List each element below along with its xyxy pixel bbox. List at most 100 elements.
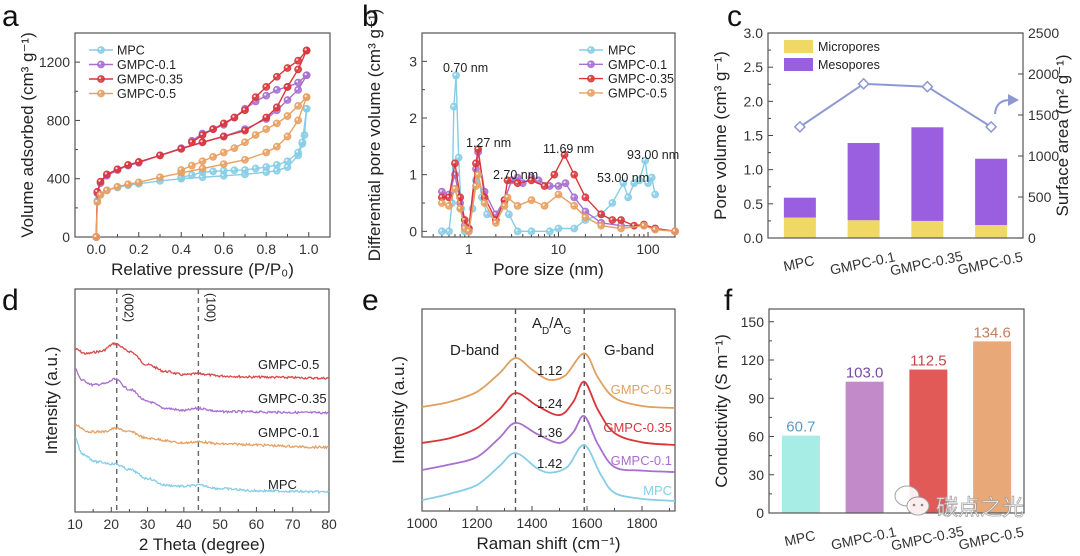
- data-point-highlight: [466, 229, 469, 232]
- data-point-highlight: [296, 150, 299, 153]
- ad-ag-ratio-value: 1.42: [537, 456, 562, 471]
- data-point-highlight: [542, 203, 545, 206]
- legend-item: GMPC-0.35: [89, 73, 183, 87]
- data-point-highlight: [643, 158, 646, 161]
- bar-micropores: [975, 225, 1008, 238]
- data-point-highlight: [136, 159, 139, 163]
- series-label: GMPC-0.35: [258, 391, 327, 406]
- data-point-highlight: [583, 215, 586, 218]
- peak-index-label: (100): [203, 293, 217, 322]
- data-point-highlight: [505, 195, 508, 198]
- y-tick-label: 60: [748, 429, 764, 445]
- y-tick-label: 2.0: [744, 93, 764, 109]
- y2-axis-title: Surface area (m² g⁻¹): [1053, 54, 1072, 216]
- series-label: MPC: [643, 483, 672, 498]
- data-point: [647, 173, 656, 182]
- y2-tick-label: 2000: [1028, 66, 1059, 82]
- data-point: [617, 216, 625, 224]
- desorption-point: [262, 125, 271, 134]
- data-point-highlight: [456, 155, 459, 158]
- data-point-highlight: [157, 175, 161, 178]
- adsorption-point: [283, 132, 292, 141]
- data-point-highlight: [451, 104, 454, 107]
- data-point-highlight: [189, 163, 192, 166]
- data-point-highlight: [285, 84, 288, 88]
- panel-d-xrd: d 10 20 30 40 50 60 70 80 2 Theta (degree) Intensi…: [2, 284, 337, 554]
- arrow-head-icon: [1008, 94, 1019, 106]
- data-point-highlight: [304, 106, 307, 109]
- x-tick-label: 1600: [571, 515, 602, 531]
- legend-label: GMPC-0.35: [117, 73, 183, 87]
- data-point-highlight: [493, 212, 496, 215]
- legend-item: GMPC-0.5: [579, 86, 667, 100]
- data-point-highlight: [285, 134, 288, 137]
- data-point: [513, 201, 522, 210]
- data-point-highlight: [637, 178, 640, 181]
- y-tick-label: 150: [741, 314, 765, 330]
- data-point: [570, 170, 579, 179]
- adsorption-point: [272, 103, 281, 112]
- data-point-highlight: [136, 180, 139, 183]
- adsorption-point: [300, 131, 309, 139]
- data-point-highlight: [588, 90, 592, 93]
- legend-marker: [587, 89, 595, 97]
- data-point: [540, 182, 549, 190]
- data-point-highlight: [572, 195, 575, 198]
- desorption-point: [230, 166, 239, 175]
- data-point-highlight: [221, 121, 224, 124]
- x-category-label: GMPC-0.1: [829, 248, 897, 277]
- y2-tick-label: 2500: [1028, 25, 1059, 41]
- data-point-highlight: [296, 87, 299, 90]
- data-point-highlight: [505, 178, 508, 181]
- data-point-highlight: [556, 183, 559, 187]
- x-tick-label: 0.2: [129, 241, 149, 257]
- plot-frame: [74, 288, 330, 513]
- panel-label: f: [724, 284, 733, 317]
- y-axis-title: Conductivity (S m⁻¹): [712, 334, 731, 488]
- data-point-highlight: [179, 167, 182, 171]
- data-point: [651, 225, 660, 234]
- data-point-highlight: [274, 121, 277, 124]
- bar-value-label: 103.0: [846, 365, 884, 382]
- y-tick-label: 90: [748, 390, 764, 406]
- x-category-label: GMPC-0.35: [890, 523, 966, 554]
- desorption-point: [187, 138, 196, 147]
- legend-item: MPC: [579, 44, 636, 58]
- data-point-highlight: [242, 108, 246, 111]
- desorption-point: [262, 163, 271, 171]
- adsorption-point: [262, 148, 271, 157]
- data-point-highlight: [221, 134, 224, 137]
- legend-label: MPC: [117, 44, 145, 58]
- y-tick-label: 30: [748, 467, 764, 483]
- legend-marker: [97, 89, 105, 98]
- y-tick-label: 800: [47, 112, 71, 128]
- data-point: [554, 190, 563, 199]
- desorption-point: [187, 171, 196, 179]
- data-point-highlight: [274, 168, 277, 171]
- x-category-label: GMPC-0.35: [889, 248, 965, 279]
- data-point-highlight: [285, 159, 288, 162]
- adsorption-point: [294, 116, 303, 125]
- data-point-highlight: [304, 48, 307, 51]
- d-band-label: D-band: [450, 342, 499, 359]
- desorption-point: [283, 64, 292, 72]
- desorption-point: [209, 125, 218, 134]
- y-tick-label: 1.0: [744, 162, 764, 178]
- watermark: 碳点之光: [894, 485, 1024, 521]
- series-gmpc-0.5: [92, 93, 311, 241]
- data-point: [513, 227, 522, 236]
- adsorption-point: [96, 190, 105, 199]
- data-point-highlight: [529, 229, 532, 232]
- data-point-highlight: [189, 172, 192, 176]
- data-point: [445, 227, 453, 236]
- surface-area-point: [985, 120, 998, 133]
- adsorption-point: [113, 182, 122, 191]
- data-point: [472, 182, 480, 190]
- data-point-highlight: [588, 47, 592, 51]
- y-tick-label: 3: [409, 53, 417, 69]
- data-point-highlight: [439, 189, 442, 192]
- data-point: [570, 201, 579, 210]
- curved-arrow-right-icon: [994, 99, 1011, 115]
- y-tick-label: 2: [409, 110, 417, 126]
